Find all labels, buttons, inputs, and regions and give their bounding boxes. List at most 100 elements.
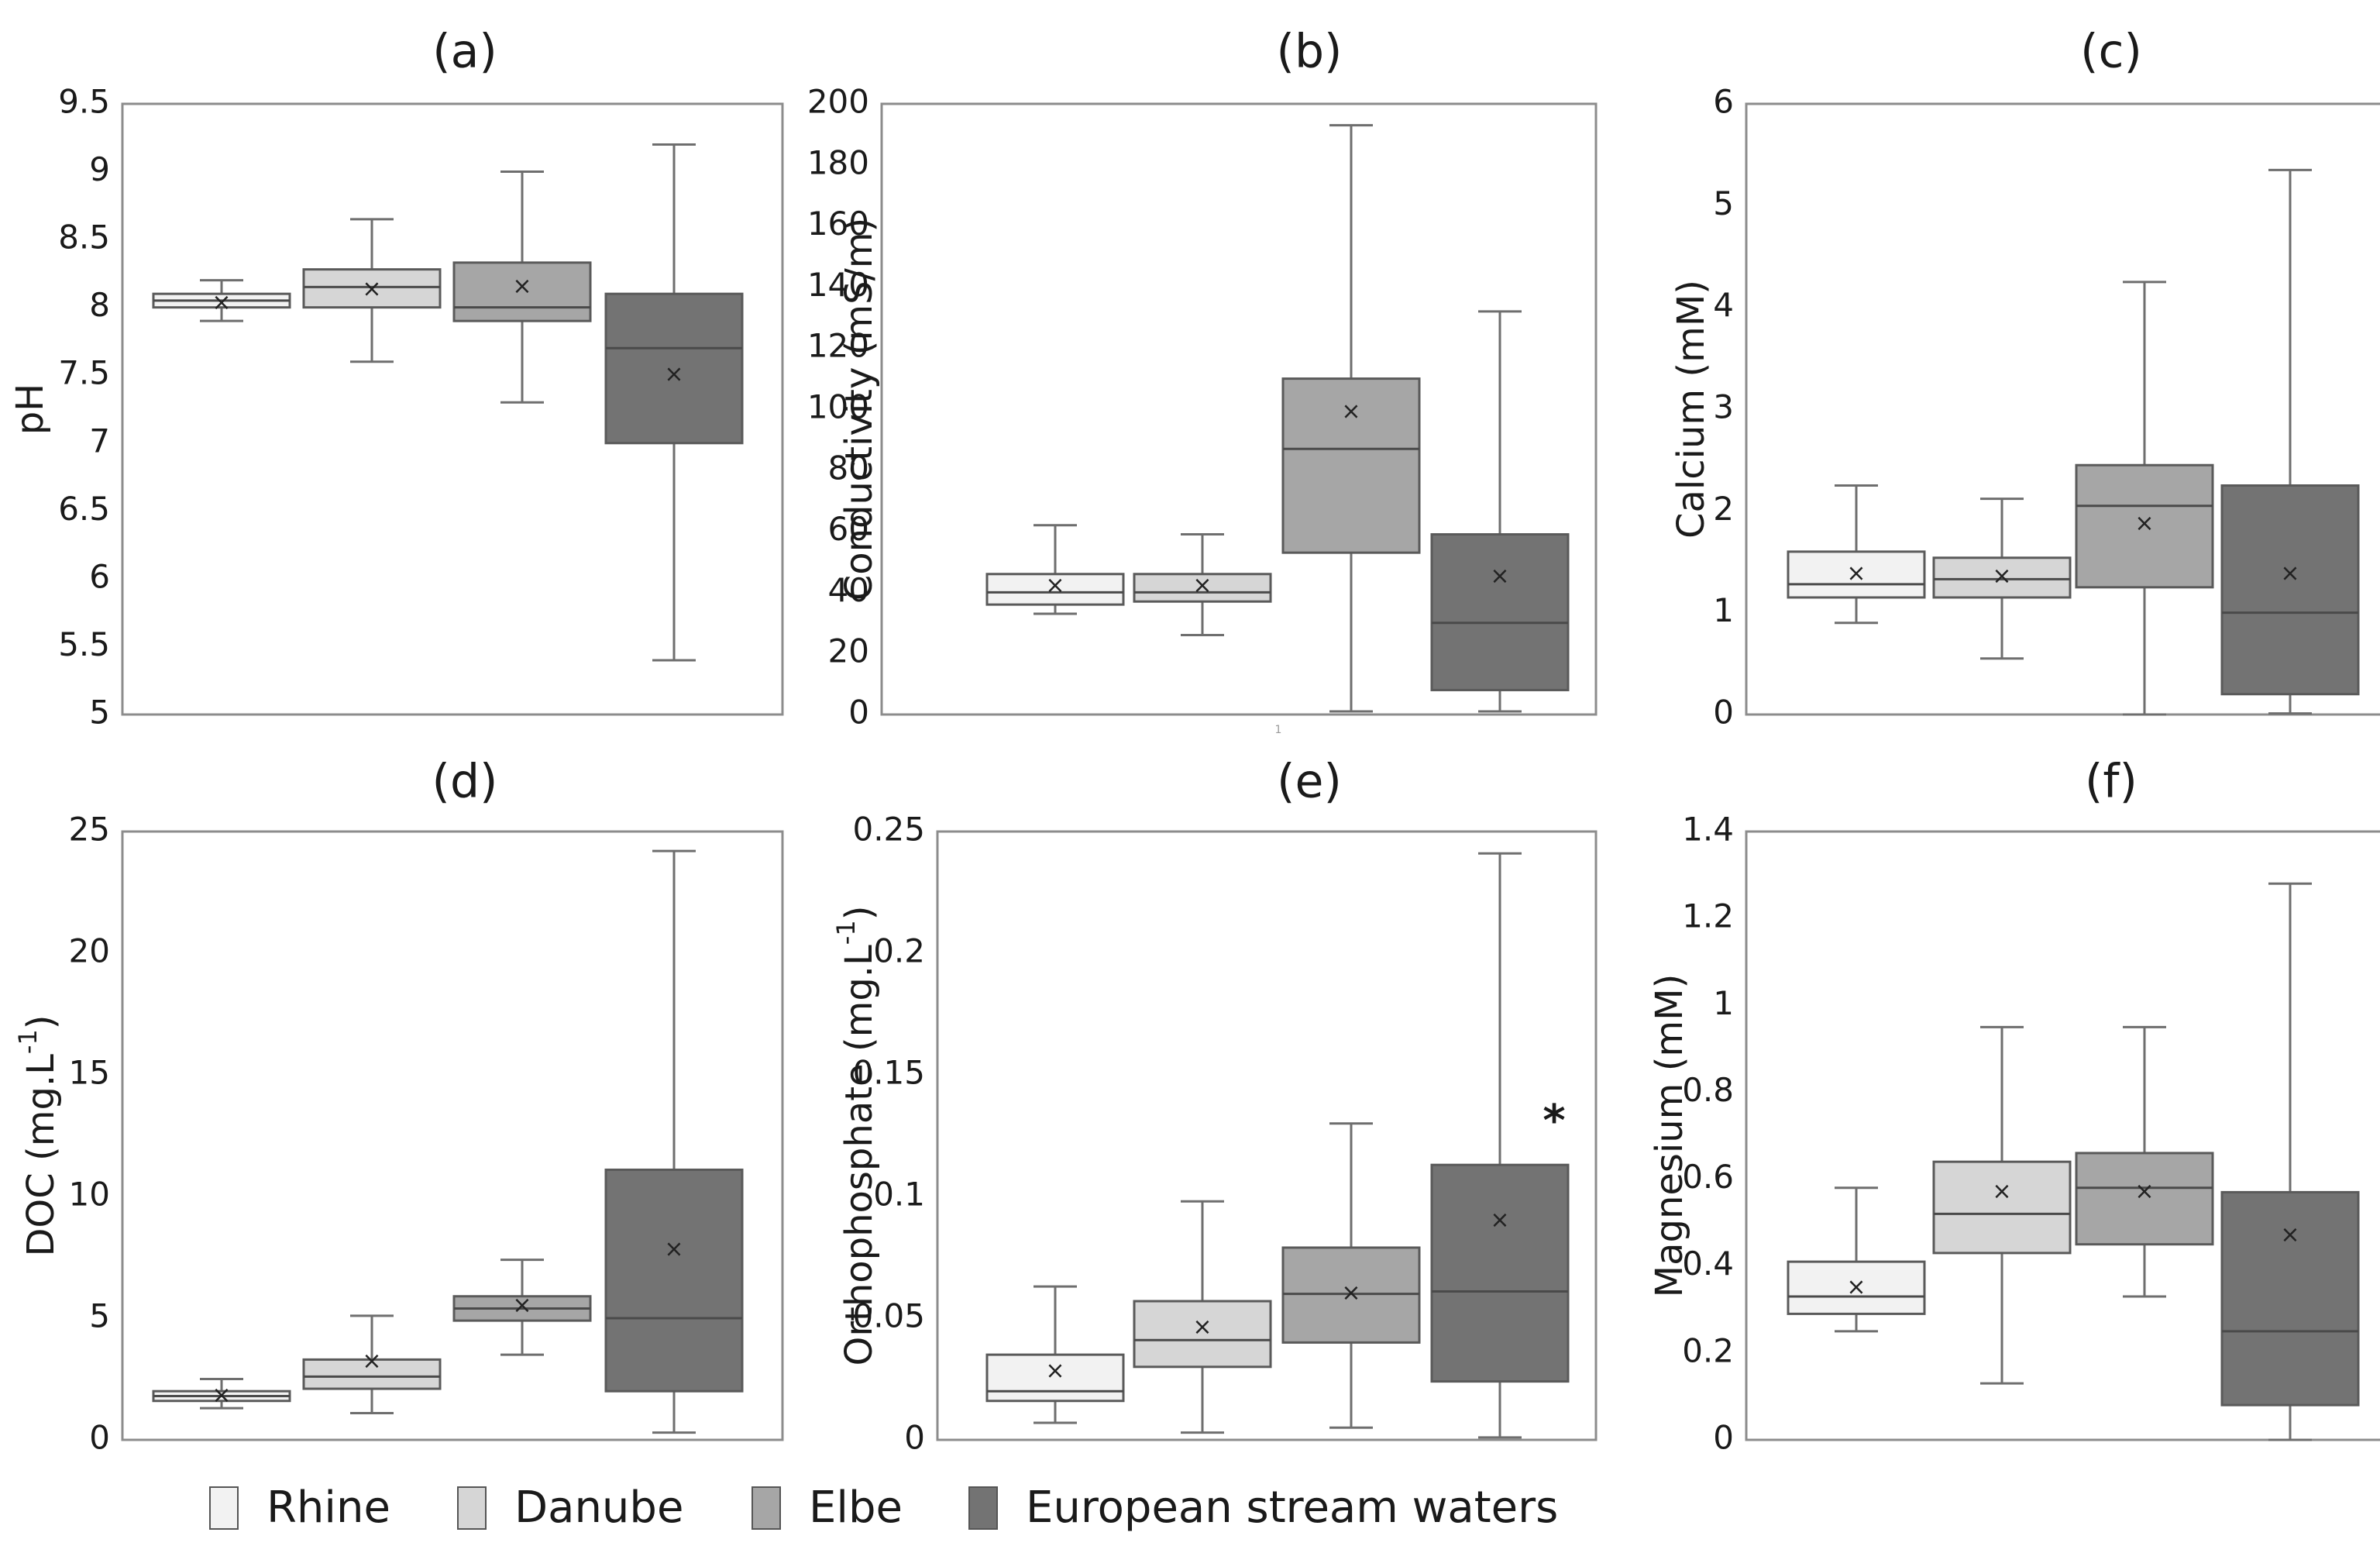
box-b-3 <box>1430 533 1570 691</box>
y-axis-label-c: Calcium (mM) <box>1670 280 1713 539</box>
legend: Rhine Danube Elbe European stream waters <box>209 1476 2224 1538</box>
legend-item-european-stream-waters: European stream waters <box>968 1482 1558 1533</box>
mean-marker-d-0: × <box>212 1382 231 1409</box>
y-tick-label-a-3: 6.5 <box>58 490 110 528</box>
y-tick-label-d-0: 0 <box>89 1419 110 1457</box>
y-tick-label-f-7: 1.4 <box>1682 811 1734 849</box>
y-tick-label-f-4: 0.8 <box>1682 1071 1734 1109</box>
legend-label-danube: Danube <box>514 1482 684 1533</box>
mean-marker-c-3: × <box>2280 560 2299 587</box>
y-tick-label-a-1: 5.5 <box>58 625 110 663</box>
y-axis-label-d: DOC (mg.L-1) <box>13 1014 63 1256</box>
box-c-3 <box>2220 484 2360 696</box>
mean-marker-f-0: × <box>1846 1273 1866 1300</box>
y-tick-label-a-2: 6 <box>89 557 110 595</box>
y-tick-label-d-4: 20 <box>69 932 110 970</box>
panel-frame-d <box>121 830 784 1441</box>
box-e-1 <box>1133 1300 1272 1369</box>
box-b-2 <box>1281 377 1421 554</box>
y-tick-label-b-10: 200 <box>807 83 869 121</box>
mean-marker-d-1: × <box>362 1348 381 1375</box>
y-axis-label-a: pH <box>9 384 52 436</box>
mean-marker-c-2: × <box>2134 510 2154 537</box>
box-c-2 <box>2075 463 2214 589</box>
y-tick-label-b-7: 140 <box>807 266 869 304</box>
mean-marker-e-2: × <box>1341 1279 1360 1307</box>
panel-frame-e <box>936 830 1598 1441</box>
y-axis-label-b: Conductivity (mS/m) <box>837 218 881 601</box>
y-tick-label-f-2: 0.4 <box>1682 1245 1734 1283</box>
box-f-2 <box>2075 1152 2214 1246</box>
mean-marker-a-1: × <box>362 275 381 302</box>
significance-asterisk: * <box>1543 1096 1565 1146</box>
y-tick-label-d-2: 10 <box>69 1176 110 1214</box>
y-tick-label-e-1: 0.05 <box>852 1297 925 1335</box>
mean-marker-d-2: × <box>512 1292 531 1319</box>
mean-marker-f-2: × <box>2134 1178 2154 1205</box>
box-c-1 <box>1932 556 2072 599</box>
box-f-3 <box>2220 1190 2360 1407</box>
y-tick-label-d-3: 15 <box>69 1054 110 1092</box>
y-tick-label-b-0: 0 <box>848 694 869 732</box>
y-tick-label-b-6: 120 <box>807 327 869 365</box>
y-tick-label-c-6: 6 <box>1713 83 1734 121</box>
y-tick-label-c-0: 0 <box>1713 694 1734 732</box>
y-tick-label-d-1: 5 <box>89 1297 110 1335</box>
box-a-3 <box>604 292 744 445</box>
y-tick-label-e-4: 0.2 <box>873 932 925 970</box>
y-tick-label-f-1: 0.2 <box>1682 1331 1734 1369</box>
box-e-2 <box>1281 1246 1421 1344</box>
box-b-0 <box>985 573 1125 606</box>
y-tick-label-a-0: 5 <box>89 694 110 732</box>
panel-title-b: (b) <box>1277 25 1343 79</box>
mean-marker-f-3: × <box>2280 1221 2299 1248</box>
y-tick-label-b-9: 180 <box>807 143 869 181</box>
panel-frame-a <box>121 102 784 716</box>
mean-marker-a-0: × <box>212 289 231 316</box>
y-tick-label-a-9: 9.5 <box>58 83 110 121</box>
y-tick-label-e-3: 0.15 <box>852 1054 925 1092</box>
y-tick-label-e-5: 0.25 <box>852 811 925 849</box>
mean-marker-f-1: × <box>1992 1178 2011 1205</box>
box-f-0 <box>1787 1260 1926 1315</box>
y-tick-label-b-1: 20 <box>828 632 869 670</box>
mean-marker-b-2: × <box>1341 398 1360 425</box>
box-c-0 <box>1787 550 1926 599</box>
y-tick-label-e-2: 0.1 <box>873 1176 925 1214</box>
mean-marker-c-1: × <box>1992 563 2011 590</box>
mean-marker-b-3: × <box>1490 563 1509 590</box>
mean-marker-c-0: × <box>1846 560 1866 587</box>
axis-footnote-mark: 1 <box>1275 724 1282 736</box>
legend-swatch-danube <box>457 1486 487 1530</box>
mean-marker-e-3: × <box>1490 1207 1509 1234</box>
panel-frame-b <box>880 102 1598 716</box>
y-tick-label-a-8: 9 <box>89 150 110 188</box>
box-b-1 <box>1133 573 1272 603</box>
y-tick-label-b-8: 160 <box>807 205 869 243</box>
legend-item-rhine: Rhine <box>209 1482 390 1533</box>
y-tick-label-f-6: 1.2 <box>1682 897 1734 935</box>
legend-label-european-stream-waters: European stream waters <box>1026 1482 1559 1533</box>
y-tick-label-a-4: 7 <box>89 422 110 460</box>
box-e-0 <box>985 1353 1125 1403</box>
legend-swatch-elbe <box>751 1486 781 1530</box>
panel-frame-f <box>1745 830 2380 1441</box>
y-axis-label-e: Orthophosphate (mg.L-1) <box>831 906 881 1366</box>
panel-title-c: (c) <box>2080 25 2142 79</box>
panel-title-e: (e) <box>1277 755 1342 809</box>
mean-marker-a-3: × <box>664 361 683 388</box>
y-axis-label-f: Magnesium (mM) <box>1648 974 1691 1298</box>
mean-marker-d-3: × <box>664 1236 683 1263</box>
mean-marker-e-0: × <box>1045 1358 1064 1385</box>
box-d-1 <box>302 1358 442 1390</box>
mean-marker-b-0: × <box>1045 572 1064 599</box>
y-tick-label-d-5: 25 <box>69 811 110 849</box>
y-tick-label-f-5: 1 <box>1713 984 1734 1022</box>
y-tick-label-c-4: 4 <box>1713 286 1734 324</box>
y-tick-label-e-0: 0 <box>904 1419 925 1457</box>
mean-marker-b-1: × <box>1192 572 1212 599</box>
y-tick-label-b-3: 60 <box>828 510 869 548</box>
box-a-1 <box>302 268 442 309</box>
box-f-1 <box>1932 1160 2072 1255</box>
